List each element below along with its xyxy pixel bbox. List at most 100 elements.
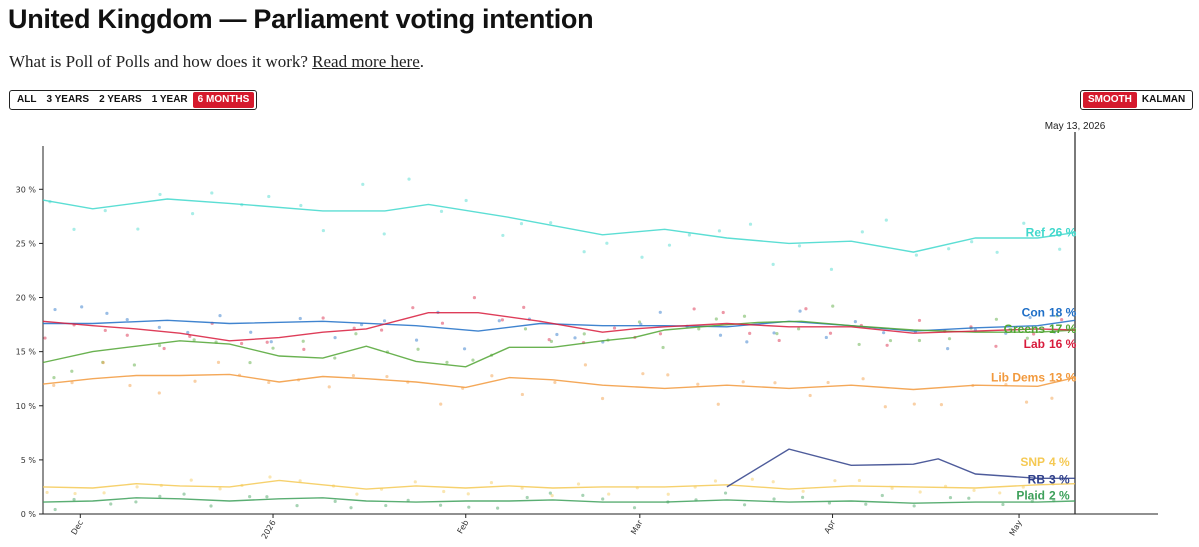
poll-dot xyxy=(520,392,524,397)
poll-dot xyxy=(833,479,837,483)
poll-dot xyxy=(641,372,645,376)
range-button-3-years[interactable]: 3 YEARS xyxy=(46,94,90,105)
poll-dot xyxy=(553,380,557,385)
poll-dots-plaid xyxy=(53,491,1056,512)
poll-dot xyxy=(640,255,644,259)
poll-dot xyxy=(970,240,974,244)
y-tick-label: 20 % xyxy=(16,294,37,303)
poll-dot xyxy=(1001,502,1005,507)
subtitle: What is Poll of Polls and how does it wo… xyxy=(9,52,424,72)
poll-dot xyxy=(414,338,419,342)
poll-dot xyxy=(573,336,577,340)
poll-dot xyxy=(797,244,802,248)
poll-dots-lib-dems xyxy=(52,360,1054,409)
poll-dot xyxy=(218,314,222,318)
poll-dot xyxy=(547,338,551,342)
x-tick-label: Mar xyxy=(629,518,645,536)
x-tick-label: Feb xyxy=(456,519,471,536)
poll-dot xyxy=(582,332,586,336)
poll-dot xyxy=(209,504,213,508)
poll-dot xyxy=(772,331,776,335)
poll-dot xyxy=(407,177,411,181)
poll-dot xyxy=(1024,400,1029,404)
poll-dot xyxy=(772,497,776,501)
party-value-label: 13 % xyxy=(1049,371,1077,385)
poll-dot xyxy=(549,221,553,225)
poll-dot xyxy=(355,492,359,496)
range-button-2-years[interactable]: 2 YEARS xyxy=(99,94,142,105)
poll-dot xyxy=(298,479,302,483)
poll-dot xyxy=(880,493,884,498)
party-name-label: Plaid xyxy=(1016,489,1045,503)
poll-dot xyxy=(384,503,388,508)
poll-dot xyxy=(1055,314,1059,318)
poll-dot xyxy=(947,247,951,251)
poll-dot xyxy=(298,316,302,321)
party-value-label: 26 % xyxy=(1049,226,1077,240)
poll-dot xyxy=(413,480,417,484)
poll-dot xyxy=(442,489,446,494)
poll-dot xyxy=(351,373,356,378)
poll-dot xyxy=(269,340,273,344)
poll-dot xyxy=(658,310,662,314)
series-line-snp xyxy=(42,479,1076,490)
poll-dot xyxy=(550,493,554,498)
poll-dots-con xyxy=(53,305,1057,351)
poll-dot xyxy=(53,307,57,312)
poll-dot xyxy=(158,494,162,498)
read-more-link[interactable]: Read more here xyxy=(312,52,420,71)
poll-dot xyxy=(135,485,139,489)
poll-dot xyxy=(797,327,801,331)
series-line-con xyxy=(43,319,1076,332)
poll-dot xyxy=(918,490,922,494)
poll-dot xyxy=(188,334,192,338)
poll-dot xyxy=(189,478,193,482)
party-name-label: Lab xyxy=(1024,337,1045,351)
poll-dot xyxy=(742,314,747,318)
poll-dot xyxy=(947,337,952,341)
subtitle-end: . xyxy=(419,52,425,71)
poll-dot xyxy=(382,232,386,236)
poll-dots-ref xyxy=(48,177,1062,271)
poll-dot xyxy=(748,331,752,335)
y-tick-label: 25 % xyxy=(16,239,37,248)
range-button-1-year[interactable]: 1 YEAR xyxy=(151,94,188,105)
poll-dot xyxy=(501,233,505,238)
poll-dot xyxy=(713,479,718,483)
method-button-smooth[interactable]: SMOOTH xyxy=(1083,92,1137,108)
range-button-all[interactable]: ALL xyxy=(17,94,37,105)
poll-dot xyxy=(70,369,74,373)
poll-dot xyxy=(519,222,524,226)
party-name-label: Ref xyxy=(1026,226,1046,240)
poll-dot xyxy=(888,338,893,343)
series-line-lab xyxy=(42,311,1076,342)
poll-dot xyxy=(265,495,269,499)
series-line-ref xyxy=(42,198,1076,253)
poll-dot xyxy=(1022,221,1026,225)
poll-dot xyxy=(103,208,107,213)
poll-dot xyxy=(914,253,919,257)
poll-dot xyxy=(939,403,944,407)
poll-dot xyxy=(548,491,552,495)
poll-dot xyxy=(125,318,129,322)
party-name-label: RB xyxy=(1028,472,1046,486)
poll-dot xyxy=(103,328,107,333)
method-button-kalman[interactable]: KALMAN xyxy=(1141,94,1186,105)
range-button-6-months[interactable]: 6 MONTHS xyxy=(192,92,255,108)
party-value-label: 3 % xyxy=(1049,472,1070,486)
poll-dot xyxy=(210,191,214,195)
poll-dot xyxy=(102,491,106,495)
current-date-label: May 13, 2026 xyxy=(1045,121,1106,132)
x-tick-label: Dec xyxy=(69,519,85,537)
page-title: United Kingdom — Parliament voting inten… xyxy=(8,4,594,34)
poll-dot xyxy=(864,502,868,506)
poll-dot xyxy=(723,491,728,495)
poll-dot xyxy=(861,377,865,381)
poll-dot xyxy=(216,360,221,364)
poll-dot xyxy=(525,495,529,500)
poll-dot xyxy=(555,332,559,337)
party-name-label: Con xyxy=(1022,306,1045,320)
poll-dot xyxy=(522,305,526,309)
poll-dot xyxy=(860,230,864,234)
poll-dot xyxy=(692,307,696,311)
